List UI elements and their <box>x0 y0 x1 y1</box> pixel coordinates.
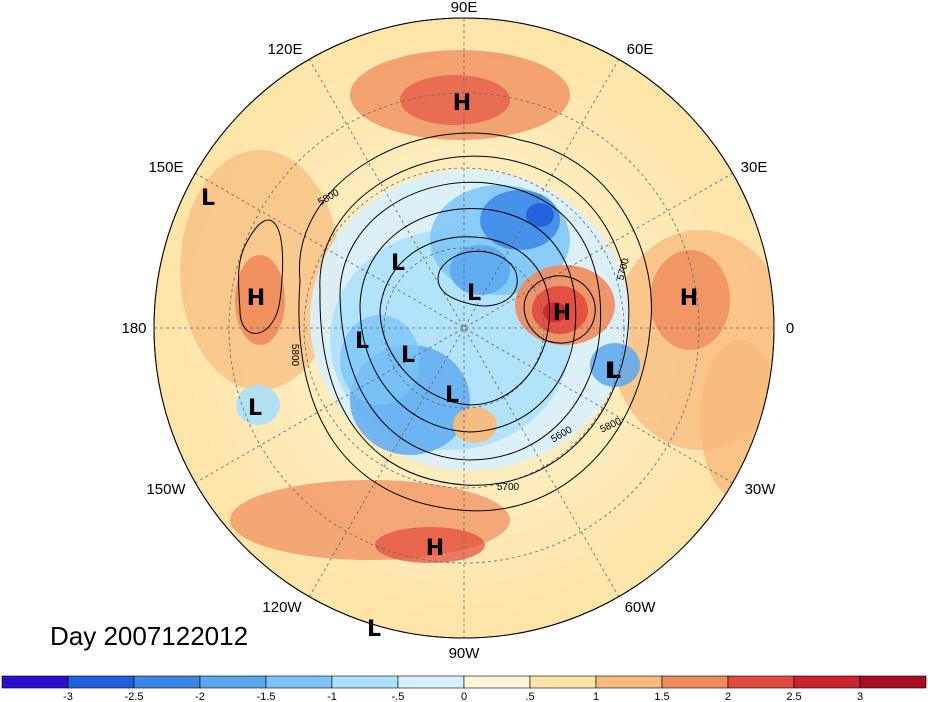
longitude-label: 120W <box>262 599 302 616</box>
colorbar-swatch <box>133 675 201 689</box>
longitude-label: 150E <box>148 159 183 176</box>
colorbar-swatch <box>727 675 795 689</box>
colorbar-swatch <box>67 675 135 689</box>
colorbar-tick-label: -1 <box>327 691 337 702</box>
high-pressure-marker: H <box>453 91 471 116</box>
colorbar-tick-label: 2 <box>725 691 731 702</box>
colorbar-tick-label: -1.5 <box>257 691 276 702</box>
day-label: Day 2007122012 <box>50 621 248 651</box>
colorbar-tick-label: -2 <box>195 691 205 702</box>
colorbar-swatch <box>793 675 861 689</box>
longitude-label: 30E <box>741 159 768 176</box>
colorbar: -3 -2.5 -2 -1.5 -1 -.5 0 .5 1 1.5 2 2.5 3 <box>1 675 927 702</box>
longitude-label: 90E <box>451 0 478 16</box>
longitude-label: 120E <box>267 41 302 58</box>
longitude-label: 150W <box>146 481 186 498</box>
longitude-label: 30W <box>745 481 777 498</box>
low-pressure-marker: L <box>367 617 381 642</box>
colorbar-swatch <box>859 675 927 689</box>
colorbar-tick-label: -3 <box>63 691 73 702</box>
low-pressure-marker: L <box>248 396 262 421</box>
longitude-label: 60E <box>627 41 654 58</box>
colorbar-tick-label: .5 <box>525 691 534 702</box>
colorbar-tick-label: 1 <box>593 691 599 702</box>
high-pressure-marker: H <box>426 536 444 561</box>
high-pressure-marker: H <box>680 286 698 311</box>
low-pressure-marker: L <box>445 383 459 408</box>
colorbar-swatch <box>463 675 531 689</box>
low-pressure-marker: L <box>201 186 215 211</box>
low-pressure-marker: L <box>401 343 415 368</box>
longitude-label: 180 <box>121 320 146 337</box>
colorbar-swatch <box>265 675 333 689</box>
anomaly-field <box>154 18 774 638</box>
colorbar-swatch <box>199 675 267 689</box>
longitude-label: 90W <box>449 645 481 662</box>
low-pressure-marker: L <box>607 359 621 384</box>
colorbar-tick-label: 1.5 <box>654 691 669 702</box>
colorbar-swatch <box>331 675 399 689</box>
colorbar-tick-label: -2.5 <box>125 691 144 702</box>
colorbar-tick-label: 3 <box>857 691 863 702</box>
longitude-label: 60W <box>625 599 657 616</box>
colorbar-swatch <box>661 675 729 689</box>
longitude-label: 0 <box>786 320 794 337</box>
colorbar-swatch <box>595 675 663 689</box>
low-pressure-marker: L <box>467 281 481 306</box>
colorbar-swatch <box>529 675 597 689</box>
colorbar-tick-label: 2.5 <box>786 691 801 702</box>
colorbar-tick-label: -.5 <box>392 691 405 702</box>
high-pressure-marker: H <box>553 301 571 326</box>
low-pressure-marker: L <box>605 359 619 384</box>
colorbar-swatch <box>1 675 69 689</box>
high-pressure-marker: H <box>247 286 265 311</box>
colorbar-tick-label: 0 <box>461 691 467 702</box>
contour-label: 5800 <box>289 344 300 367</box>
low-pressure-marker: L <box>355 329 369 354</box>
colorbar-swatch <box>397 675 465 689</box>
contour-label: 5700 <box>497 482 520 493</box>
low-pressure-marker: L <box>391 251 405 276</box>
